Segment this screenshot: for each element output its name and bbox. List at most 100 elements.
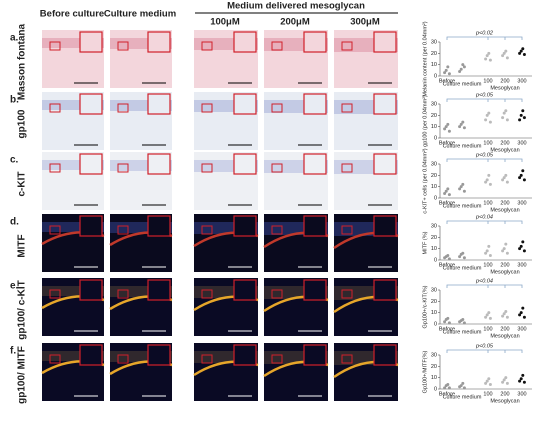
data-point: [501, 249, 505, 253]
p-value: p<0.05: [475, 343, 494, 349]
y-tick-label: 0: [434, 135, 437, 141]
data-point: [505, 180, 509, 184]
row-letter: e.: [10, 281, 19, 292]
inset-zoom: [233, 344, 257, 366]
inset-zoom: [233, 93, 257, 115]
inset-box: [271, 354, 283, 364]
x-tick-label: Culture medium: [443, 329, 482, 335]
data-point: [487, 51, 491, 55]
x-tick-label: 200: [500, 200, 509, 206]
data-point: [485, 249, 489, 253]
inset-box: [49, 289, 61, 299]
data-point: [485, 313, 489, 317]
data-point: [518, 313, 522, 317]
inset-box: [49, 225, 61, 235]
group-label: Mesoglycan: [490, 333, 519, 339]
data-point: [522, 315, 526, 319]
data-point: [462, 256, 466, 260]
tissue-layer: [42, 222, 104, 232]
data-point: [488, 382, 492, 386]
data-point: [504, 242, 508, 246]
data-point: [447, 193, 451, 197]
data-point: [487, 111, 491, 115]
data-point: [504, 109, 508, 113]
data-point: [519, 311, 523, 315]
inset-zoom: [373, 93, 397, 115]
y-axis-label: gp100 (per 0.04mm²): [422, 95, 428, 147]
data-point: [518, 176, 522, 180]
x-tick-label: 100: [483, 78, 492, 84]
data-point: [485, 113, 489, 117]
data-point: [504, 310, 508, 314]
data-point: [505, 381, 509, 385]
data-point: [462, 65, 466, 69]
inset-zoom: [373, 279, 397, 301]
significance-bracket: [446, 98, 523, 102]
y-tick-label: 30: [431, 223, 437, 229]
x-tick-label: Culture medium: [443, 81, 482, 87]
x-tick-label: 300: [517, 326, 526, 332]
group-label: Mesoglycan: [490, 398, 519, 404]
y-axis-label: c-KIT+ cells (per 0.04mm²): [422, 148, 428, 213]
data-point: [518, 247, 522, 251]
inset-zoom: [303, 31, 327, 53]
data-point: [458, 69, 462, 73]
data-point: [462, 189, 466, 193]
inset-box: [341, 354, 353, 364]
data-point: [502, 51, 506, 55]
data-point: [444, 68, 448, 72]
y-tick-label: 30: [431, 352, 437, 358]
inset-box: [117, 289, 129, 299]
data-point: [443, 71, 447, 75]
column-header: Before culture: [40, 9, 104, 20]
x-tick-label: 300: [517, 78, 526, 84]
data-point: [484, 180, 488, 184]
group-label: Mesoglycan: [490, 269, 519, 275]
x-tick-label: Before: [439, 140, 455, 146]
inset-zoom: [147, 31, 171, 53]
data-point: [522, 116, 526, 120]
data-point: [504, 173, 508, 177]
data-point: [446, 253, 450, 257]
data-point: [487, 244, 491, 248]
row-label: gp100: [17, 109, 28, 138]
x-tick-label: 200: [500, 140, 509, 146]
inset-zoom: [79, 153, 103, 175]
x-tick-label: Culture medium: [443, 394, 482, 400]
y-tick-label: 20: [431, 51, 437, 57]
inset-zoom: [79, 31, 103, 53]
x-tick-label: 100: [483, 200, 492, 206]
data-point: [502, 247, 506, 251]
data-point: [505, 251, 509, 255]
data-point: [518, 118, 522, 122]
group-label: Mesoglycan: [490, 147, 519, 153]
inset-zoom: [147, 93, 171, 115]
y-tick-label: 10: [431, 375, 437, 381]
data-point: [518, 51, 522, 55]
row-letter: f.: [10, 346, 16, 357]
inset-box: [201, 289, 213, 299]
data-point: [458, 255, 462, 259]
x-tick-label: 300: [517, 200, 526, 206]
data-point: [521, 240, 525, 244]
x-tick-label: 300: [517, 262, 526, 268]
inset-zoom: [233, 215, 257, 237]
inset-zoom: [79, 93, 103, 115]
data-point: [443, 320, 447, 324]
y-tick-label: 20: [431, 299, 437, 305]
tissue-layer: [42, 286, 104, 296]
data-point: [461, 251, 465, 255]
data-point: [487, 311, 491, 315]
inset-zoom: [373, 153, 397, 175]
group-label: Mesoglycan: [490, 85, 519, 91]
data-point: [458, 125, 462, 129]
data-point: [447, 129, 451, 133]
data-point: [447, 257, 451, 261]
data-point: [519, 377, 523, 381]
x-tick-label: Before: [439, 391, 455, 397]
significance-bracket: [446, 349, 523, 353]
x-tick-label: 100: [483, 391, 492, 397]
x-tick-label: Before: [439, 200, 455, 206]
tissue-layer: [42, 38, 104, 48]
